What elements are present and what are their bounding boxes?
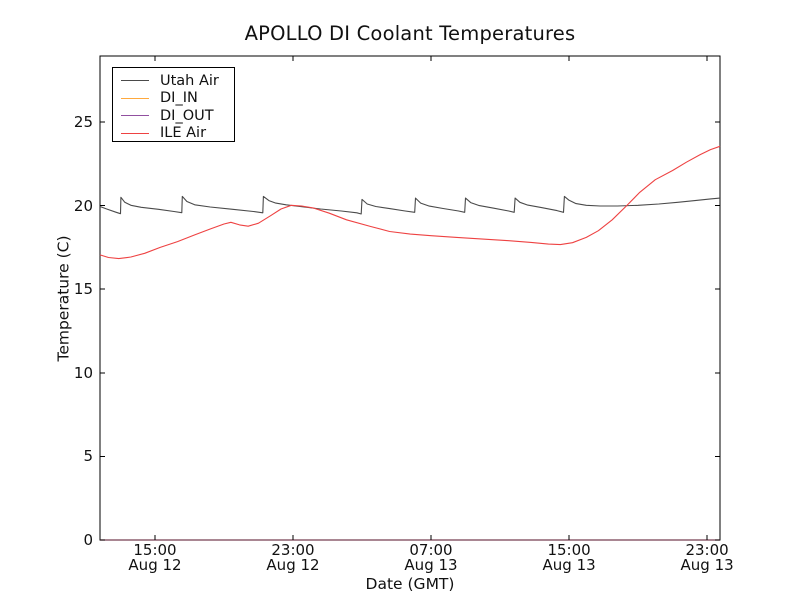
di-out-line-swatch bbox=[121, 115, 149, 117]
legend-item-utah-air: Utah Air bbox=[113, 72, 234, 90]
y-tick-label: 15 bbox=[73, 280, 93, 299]
legend-label: DI_IN bbox=[160, 90, 198, 107]
x-tick-label: 15:00 Aug 13 bbox=[524, 543, 614, 572]
y-tick-label: 25 bbox=[73, 113, 93, 131]
di-in-line-swatch bbox=[121, 97, 149, 99]
x-tick-time: 23:00 bbox=[271, 541, 315, 559]
x-tick-label: 07:00 Aug 13 bbox=[386, 543, 476, 572]
x-tick-time: 15:00 bbox=[547, 541, 591, 559]
ile-air-line-swatch bbox=[121, 132, 149, 134]
x-tick-label: 23:00 Aug 13 bbox=[662, 543, 752, 572]
x-tick-time: 23:00 bbox=[685, 541, 729, 559]
x-tick-date: Aug 13 bbox=[542, 555, 596, 574]
x-tick-date: Aug 12 bbox=[128, 555, 182, 574]
x-tick-date: Aug 12 bbox=[266, 555, 320, 574]
legend-label: Utah Air bbox=[160, 72, 219, 89]
y-tick-label: 0 bbox=[83, 531, 93, 549]
legend-item-di-in: DI_IN bbox=[113, 90, 234, 108]
y-tick-label: 10 bbox=[73, 363, 93, 382]
series-line-utah-air bbox=[99, 195, 721, 215]
axes-frame bbox=[99, 55, 721, 541]
x-tick-label: 23:00 Aug 12 bbox=[248, 543, 338, 572]
x-axis-label: Date (GMT) bbox=[365, 575, 455, 593]
x-tick-date: Aug 13 bbox=[680, 555, 734, 574]
x-tick-date: Aug 13 bbox=[404, 555, 458, 574]
legend: Utah Air DI_IN DI_OUT ILE Air bbox=[112, 67, 235, 142]
legend-label: DI_OUT bbox=[160, 107, 214, 124]
y-tick-label: 5 bbox=[83, 447, 93, 466]
legend-label: ILE Air bbox=[160, 125, 207, 142]
x-tick-label: 15:00 Aug 12 bbox=[110, 543, 200, 572]
legend-item-di-out: DI_OUT bbox=[113, 107, 234, 125]
legend-item-ile-air: ILE Air bbox=[113, 125, 234, 143]
x-tick-time: 15:00 bbox=[133, 541, 177, 559]
series-line-ile-air bbox=[99, 145, 721, 260]
x-tick-time: 07:00 bbox=[409, 541, 453, 559]
utah-air-line-swatch bbox=[121, 80, 149, 82]
chart-title: APOLLO DI Coolant Temperatures bbox=[244, 22, 576, 45]
y-tick-label: 20 bbox=[73, 196, 93, 215]
